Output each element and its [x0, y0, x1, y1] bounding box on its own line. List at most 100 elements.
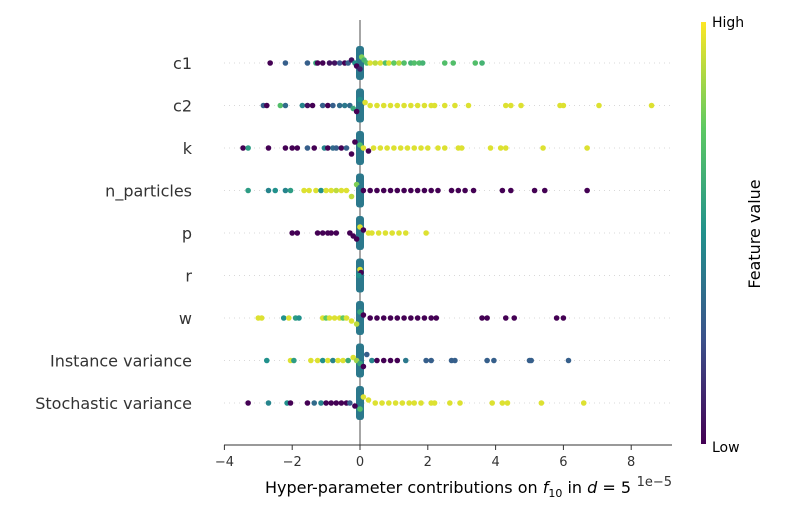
data-point	[457, 400, 463, 406]
feature-label: Instance variance	[50, 352, 192, 371]
data-point	[423, 357, 429, 364]
data-point	[401, 315, 407, 321]
data-point	[401, 187, 407, 194]
feature-row: Instance variance	[50, 352, 672, 371]
data-point	[394, 187, 401, 194]
feature-row: k	[183, 139, 672, 158]
data-point	[328, 400, 334, 406]
data-point	[541, 187, 548, 194]
data-point	[353, 108, 360, 115]
data-point	[240, 145, 246, 151]
data-point	[319, 357, 326, 364]
data-point	[336, 60, 343, 66]
points-layer	[240, 46, 655, 420]
data-point	[560, 102, 567, 109]
data-point	[421, 102, 428, 109]
data-point	[313, 187, 319, 194]
data-point	[299, 102, 306, 109]
data-point	[369, 357, 375, 364]
data-point	[423, 230, 429, 236]
data-point	[452, 357, 458, 364]
x-tick-label: 0	[356, 455, 364, 470]
x-axis-offset-label: 1e−5	[637, 475, 672, 490]
data-point	[333, 187, 340, 194]
data-point	[328, 187, 334, 194]
data-point	[418, 145, 424, 151]
zero-cluster	[356, 301, 364, 335]
data-point	[560, 315, 567, 321]
data-point	[304, 60, 311, 66]
data-point	[374, 187, 380, 194]
data-point	[347, 400, 353, 406]
data-point	[386, 400, 392, 406]
data-point	[387, 102, 394, 109]
data-point	[311, 145, 318, 151]
data-point	[367, 102, 373, 109]
feature-label: w	[179, 309, 192, 328]
data-point	[343, 315, 350, 321]
data-point	[311, 400, 318, 406]
data-point	[384, 145, 390, 151]
data-point	[396, 230, 402, 236]
data-point	[326, 315, 333, 321]
data-point	[584, 187, 590, 194]
data-point	[386, 60, 392, 66]
data-point	[499, 187, 506, 194]
data-point	[502, 102, 509, 109]
colorbar-title: Feature value	[745, 179, 764, 288]
data-point	[306, 187, 312, 194]
data-point	[374, 357, 380, 364]
data-point	[319, 102, 326, 109]
data-point	[357, 406, 363, 412]
data-point	[428, 315, 434, 321]
data-point	[324, 357, 331, 364]
data-point	[394, 357, 401, 364]
data-point	[245, 400, 251, 406]
data-point	[363, 351, 370, 358]
data-point	[387, 315, 394, 321]
data-point	[289, 145, 296, 151]
data-point	[263, 357, 270, 364]
data-point	[435, 145, 441, 151]
data-point	[367, 315, 373, 321]
data-point	[391, 145, 397, 151]
data-point	[394, 315, 401, 321]
data-point	[508, 187, 514, 194]
data-point	[357, 66, 363, 72]
data-point	[353, 236, 360, 242]
data-point	[291, 357, 297, 364]
data-point	[336, 102, 343, 109]
data-point	[411, 60, 418, 66]
data-point	[272, 187, 279, 194]
data-point	[447, 400, 453, 406]
data-point	[428, 357, 434, 364]
data-point	[448, 187, 455, 194]
data-point	[502, 315, 509, 321]
zero-cluster	[356, 343, 364, 378]
data-point	[377, 60, 384, 66]
data-point	[314, 230, 321, 236]
data-point	[287, 187, 294, 194]
data-point	[497, 145, 504, 151]
data-point	[472, 60, 479, 66]
data-point	[318, 187, 324, 194]
data-point	[518, 102, 524, 109]
data-point	[309, 102, 316, 109]
data-point	[318, 400, 324, 406]
feature-row: c2	[173, 97, 672, 116]
data-point	[245, 187, 251, 194]
data-point	[356, 272, 362, 279]
data-point	[538, 400, 545, 406]
data-point	[323, 187, 329, 194]
data-point	[340, 357, 346, 364]
data-point	[431, 400, 438, 406]
data-point	[435, 187, 441, 194]
data-point	[511, 315, 518, 321]
data-point	[479, 60, 485, 66]
feature-label: c1	[173, 54, 192, 73]
data-point	[328, 230, 334, 236]
data-point	[380, 102, 387, 109]
data-point	[367, 60, 373, 66]
data-point	[414, 315, 421, 321]
data-point	[462, 187, 468, 194]
